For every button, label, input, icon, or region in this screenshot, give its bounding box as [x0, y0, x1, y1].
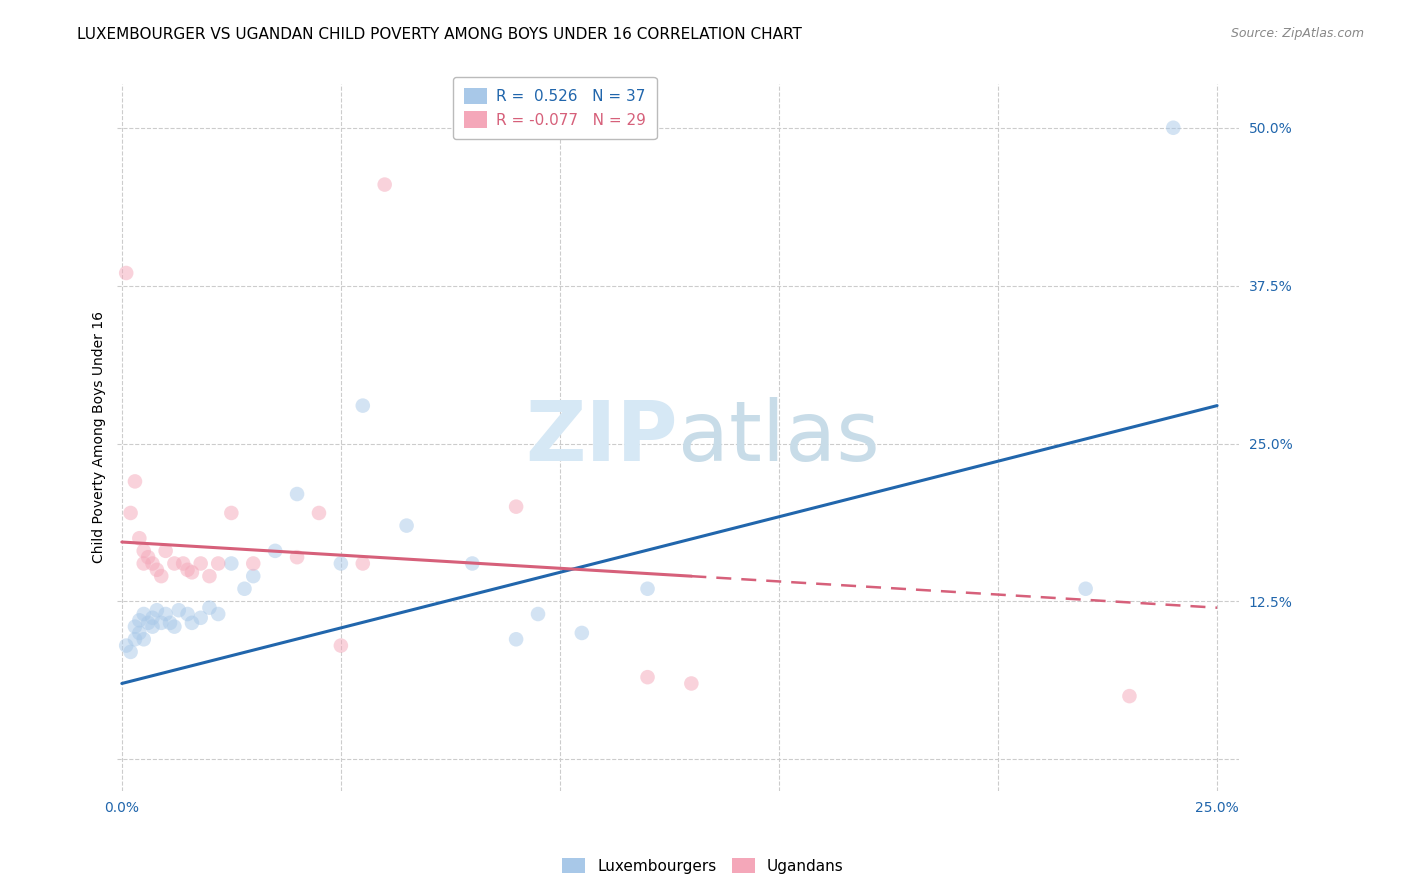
- Point: [571, 626, 593, 640]
- Point: [146, 563, 169, 577]
- Text: ZIP: ZIP: [526, 397, 678, 478]
- Point: [128, 626, 150, 640]
- Point: [374, 178, 396, 192]
- Legend: R =  0.526   N = 37, R = -0.077   N = 29: R = 0.526 N = 37, R = -0.077 N = 29: [453, 77, 657, 138]
- Point: [1074, 582, 1097, 596]
- Point: [141, 611, 163, 625]
- Point: [163, 557, 186, 571]
- Point: [329, 557, 352, 571]
- Point: [155, 544, 177, 558]
- Point: [163, 620, 186, 634]
- Text: atlas: atlas: [678, 397, 880, 478]
- Point: [505, 500, 527, 514]
- Point: [1118, 689, 1140, 703]
- Point: [198, 569, 221, 583]
- Point: [120, 645, 142, 659]
- Point: [132, 607, 155, 621]
- Point: [233, 582, 256, 596]
- Point: [136, 615, 159, 630]
- Point: [141, 557, 163, 571]
- Point: [155, 607, 177, 621]
- Point: [150, 615, 173, 630]
- Point: [132, 544, 155, 558]
- Point: [264, 544, 287, 558]
- Point: [329, 639, 352, 653]
- Point: [124, 475, 146, 489]
- Point: [167, 603, 190, 617]
- Point: [461, 557, 484, 571]
- Point: [527, 607, 550, 621]
- Point: [136, 550, 159, 565]
- Point: [176, 607, 198, 621]
- Legend: Luxembourgers, Ugandans: Luxembourgers, Ugandans: [557, 852, 849, 880]
- Point: [128, 613, 150, 627]
- Point: [190, 611, 212, 625]
- Point: [221, 557, 243, 571]
- Point: [285, 550, 308, 565]
- Y-axis label: Child Poverty Among Boys Under 16: Child Poverty Among Boys Under 16: [93, 311, 107, 563]
- Point: [132, 632, 155, 647]
- Point: [172, 557, 194, 571]
- Point: [180, 615, 202, 630]
- Text: Source: ZipAtlas.com: Source: ZipAtlas.com: [1230, 27, 1364, 40]
- Text: LUXEMBOURGER VS UGANDAN CHILD POVERTY AMONG BOYS UNDER 16 CORRELATION CHART: LUXEMBOURGER VS UGANDAN CHILD POVERTY AM…: [77, 27, 803, 42]
- Point: [681, 676, 703, 690]
- Point: [159, 615, 181, 630]
- Point: [242, 557, 264, 571]
- Point: [637, 670, 659, 684]
- Point: [146, 603, 169, 617]
- Point: [150, 569, 173, 583]
- Point: [207, 557, 229, 571]
- Point: [308, 506, 330, 520]
- Point: [124, 632, 146, 647]
- Point: [120, 506, 142, 520]
- Point: [352, 399, 374, 413]
- Point: [505, 632, 527, 647]
- Point: [132, 557, 155, 571]
- Point: [115, 266, 138, 280]
- Point: [128, 531, 150, 545]
- Point: [190, 557, 212, 571]
- Point: [198, 600, 221, 615]
- Point: [637, 582, 659, 596]
- Point: [180, 566, 202, 580]
- Point: [285, 487, 308, 501]
- Point: [176, 563, 198, 577]
- Point: [124, 620, 146, 634]
- Point: [242, 569, 264, 583]
- Point: [141, 620, 163, 634]
- Point: [115, 639, 138, 653]
- Point: [1161, 120, 1184, 135]
- Point: [221, 506, 243, 520]
- Point: [352, 557, 374, 571]
- Point: [395, 518, 418, 533]
- Point: [207, 607, 229, 621]
